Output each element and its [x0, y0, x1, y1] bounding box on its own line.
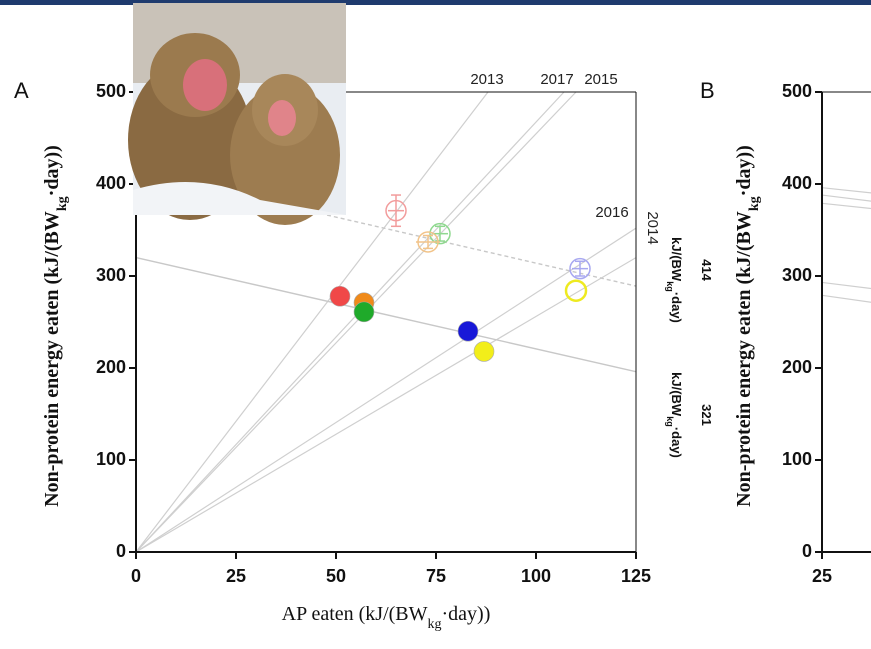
- iso-unit-part: ·day): [669, 427, 684, 458]
- y-tick-label: 500: [782, 81, 812, 101]
- y-tick-label: 400: [782, 173, 812, 193]
- point: [354, 302, 374, 322]
- y-tick-label: 500: [96, 81, 126, 101]
- y-tick-label: 100: [782, 449, 812, 469]
- x-tick-label: 0: [131, 566, 141, 586]
- line-label: 2015: [584, 71, 617, 88]
- point: [458, 321, 478, 341]
- x-tick-label: 100: [521, 566, 551, 586]
- top-bar: [0, 0, 871, 5]
- y-tick-label: 300: [782, 265, 812, 285]
- y-tick-label: 300: [96, 265, 126, 285]
- point: [330, 286, 350, 306]
- page: {"chart_data": [ {"type": "scatter", "pa…: [0, 0, 871, 649]
- y-tick-label: 100: [96, 449, 126, 469]
- x-tick-label: 125: [621, 566, 651, 586]
- y-tick-label: 400: [96, 173, 126, 193]
- iso-label: 414: [699, 259, 714, 281]
- y-axis-label-part: ·day)): [41, 145, 63, 196]
- panel-letter: B: [700, 78, 715, 103]
- iso-unit-part: kg: [665, 281, 675, 292]
- line-label: 2014: [644, 211, 661, 244]
- x-tick-label: 50: [326, 566, 346, 586]
- iso-unit-part: kJ/(BW: [669, 372, 684, 417]
- x-tick-label: 75: [426, 566, 446, 586]
- y-tick-label: 200: [96, 357, 126, 377]
- y-tick-label: 0: [116, 541, 126, 561]
- line-label: 2013: [470, 71, 503, 88]
- y-axis-label-part: Non-protein energy eaten (kJ/(BW: [41, 211, 63, 507]
- line-label: 2016: [595, 204, 628, 221]
- photo: [128, 3, 346, 225]
- x-axis-label-part: ·day)): [442, 603, 491, 625]
- x-tick-label: 25: [812, 566, 832, 586]
- y-axis-label-part: kg: [747, 196, 762, 211]
- y-axis-label-part: Non-protein energy eaten (kJ/(BW: [733, 211, 755, 507]
- figure: A20132017201520162014414kJ/(BWkg·day)321…: [0, 0, 871, 649]
- panel-letter: A: [14, 78, 29, 103]
- line-label: 2017: [540, 71, 573, 88]
- x-axis-label-part: AP eaten (kJ/(BW: [282, 603, 428, 625]
- y-tick-label: 0: [802, 541, 812, 561]
- iso-label: 321: [699, 404, 714, 426]
- x-axis-label-part: kg: [428, 617, 442, 632]
- y-axis-label-part: ·day)): [733, 145, 755, 196]
- iso-unit-part: kg: [665, 416, 675, 427]
- iso-unit-part: kJ/(BW: [669, 237, 684, 282]
- y-tick-label: 200: [782, 357, 812, 377]
- iso-unit-part: ·day): [669, 292, 684, 323]
- point: [474, 341, 494, 361]
- x-tick-label: 25: [226, 566, 246, 586]
- y-axis-label-part: kg: [55, 196, 70, 211]
